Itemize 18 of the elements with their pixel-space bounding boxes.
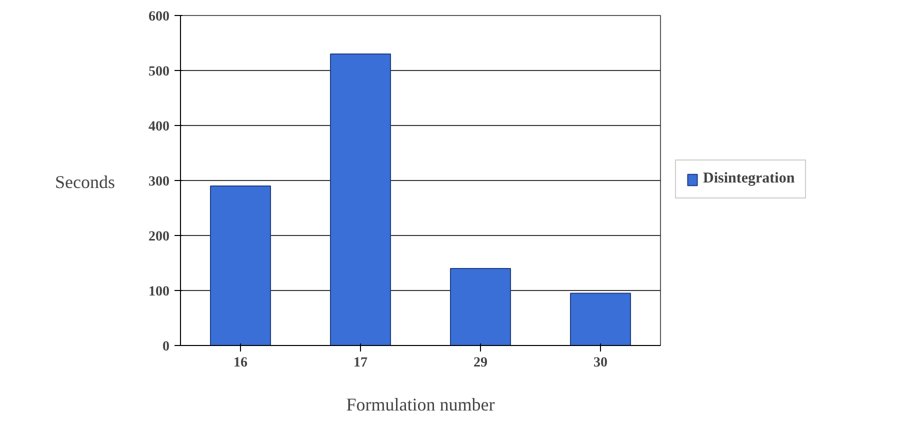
y-tick-label: 0 xyxy=(162,340,170,354)
bar xyxy=(450,268,511,346)
x-tick-label: 30 xyxy=(594,356,608,370)
y-tick-label: 500 xyxy=(148,64,170,80)
bar xyxy=(330,54,391,346)
y-tick-label: 100 xyxy=(148,284,170,300)
y-tick-label: 400 xyxy=(148,120,170,134)
y-tick-label: 300 xyxy=(148,174,170,190)
legend-label: Disintegration xyxy=(703,170,795,188)
bar xyxy=(570,292,631,346)
y-tick-label: 200 xyxy=(148,230,170,244)
x-tick-label: 16 xyxy=(234,356,248,370)
x-axis-title: Formulation number xyxy=(346,394,495,414)
x-tick-label: 29 xyxy=(474,356,488,370)
y-tick-label: 600 xyxy=(148,10,170,24)
bar xyxy=(210,186,271,346)
x-tick-label: 17 xyxy=(354,356,368,370)
y-axis-title: Seconds xyxy=(55,171,115,194)
